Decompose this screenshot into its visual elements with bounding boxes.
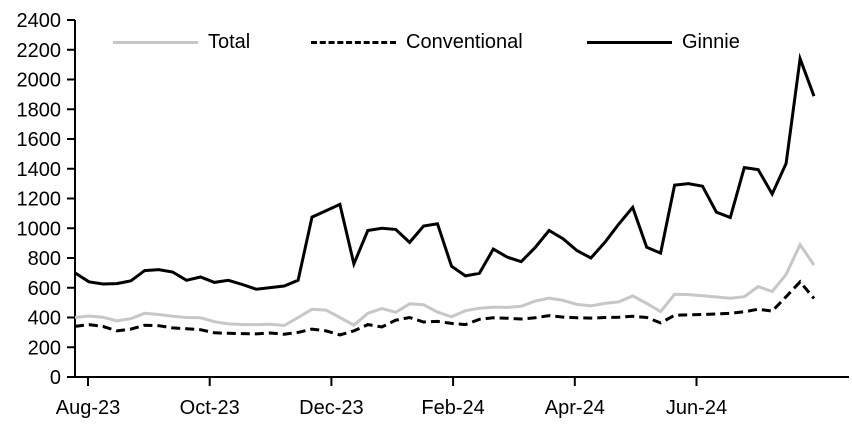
legend-label-total: Total [208, 30, 251, 53]
x-tick-label: Jun-24 [666, 397, 727, 419]
conventional-line-swatch-icon [311, 40, 396, 44]
x-tick-label: Oct-23 [180, 397, 240, 419]
y-tick-label: 0 [50, 367, 61, 389]
legend-item-ginnie: Ginnie [587, 30, 740, 54]
legend-item-total: Total [113, 30, 250, 54]
x-tick-label: Aug-23 [56, 397, 121, 419]
y-tick-label: 2400 [17, 10, 62, 32]
conventional-series-line [74, 279, 816, 337]
y-tick-label: 1600 [17, 129, 62, 151]
x-axis: Aug-23 Oct-23 Dec-23 Feb-24 Apr-24 Jun-24 [56, 376, 849, 419]
y-tick-label: 2200 [17, 40, 62, 62]
y-tick-label: 400 [28, 308, 61, 330]
x-tick-label: Apr-24 [545, 397, 605, 419]
ginnie-series-line [74, 52, 816, 291]
y-tick-label: 800 [28, 248, 61, 270]
ginnie-line-swatch-icon [587, 40, 672, 44]
total-series-line [74, 241, 816, 328]
x-tick-label: Dec-23 [299, 397, 363, 419]
y-tick-label: 1400 [17, 159, 62, 181]
legend-item-conventional: Conventional [311, 30, 523, 54]
y-tick-label: 2000 [17, 70, 62, 92]
total-line-swatch-icon [113, 40, 198, 44]
x-tick-label: Feb-24 [421, 397, 484, 419]
y-tick-label: 1000 [17, 218, 62, 240]
y-tick-label: 1200 [17, 189, 62, 211]
legend-label-ginnie: Ginnie [682, 30, 740, 53]
y-axis: 0 200 400 600 800 1000 1200 1400 1600 1800 2000 220… [17, 10, 76, 389]
legend-label-conventional: Conventional [406, 30, 523, 53]
y-tick-label: 600 [28, 278, 61, 300]
y-tick-label: 1800 [17, 99, 62, 121]
y-tick-label: 200 [28, 337, 61, 359]
